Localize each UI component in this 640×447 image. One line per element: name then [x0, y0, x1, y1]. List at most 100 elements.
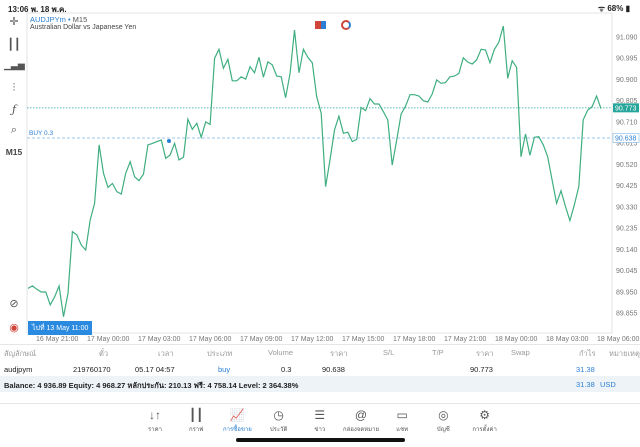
- signal-icon[interactable]: [341, 20, 351, 30]
- y-tick-label: 89.855: [616, 310, 638, 317]
- y-tick-label: 90.615: [616, 141, 638, 148]
- status-battery: ᯤ 68% ▮: [597, 4, 630, 13]
- col-current-price: ราคา: [476, 349, 494, 358]
- total-profit: 31.38: [576, 380, 595, 389]
- x-tick-label: 17 May 12:00: [291, 336, 334, 343]
- col-comment: หมายเหตุ: [609, 349, 640, 358]
- x-tick-label: 17 May 09:00: [240, 336, 283, 343]
- nav-label: ประวัติ: [269, 427, 288, 433]
- chart-icon: ┃┃: [188, 408, 204, 422]
- timeframe-name: M15: [72, 15, 88, 24]
- y-tick-label: 90.805: [616, 98, 638, 105]
- timeframe-button[interactable]: M15: [5, 147, 23, 157]
- x-tick-label: 17 May 03:00: [138, 336, 181, 343]
- nav-label: กราฟ: [188, 427, 204, 433]
- nav-news[interactable]: ☰ ข่าว: [300, 408, 340, 434]
- y-tick-label: 90.045: [616, 268, 638, 275]
- nav-label: ราคา: [148, 427, 162, 433]
- row-profit: 31.38: [576, 365, 595, 374]
- account-summary: Balance: 4 936.89 Equity: 4 968.27 หลักป…: [4, 381, 299, 390]
- objects-icon[interactable]: ⌕: [10, 124, 18, 136]
- y-tick-label: 90.140: [616, 247, 638, 254]
- row-symbol: audjpym: [4, 365, 33, 374]
- nav-account[interactable]: ◎ บัญชี: [423, 408, 463, 434]
- nav-chart[interactable]: ┃┃ กราฟ: [176, 408, 216, 434]
- col-type: ประเภท: [207, 349, 233, 358]
- chart-symbol-header: AUDJPYm • M15: [30, 15, 87, 24]
- nav-divider: [0, 403, 640, 404]
- mailbox-icon: @: [354, 408, 368, 422]
- status-time: 13:06 พ. 18 พ.ค.: [8, 5, 67, 14]
- candlestick-icon[interactable]: ┃┃: [7, 39, 21, 51]
- col-ticket: ตั๋ว: [99, 349, 109, 358]
- function-icon[interactable]: ƒ: [11, 103, 17, 116]
- quotes-icon: ↓↑: [149, 408, 161, 422]
- nav-chat[interactable]: ▭ แชท: [382, 408, 422, 434]
- nav-label: การตั้งค่า: [472, 427, 497, 433]
- col-open-price: ราคา: [330, 349, 348, 358]
- chart-search-icon[interactable]: ⊘: [9, 298, 19, 310]
- x-tick-label: 17 May 06:00: [189, 336, 232, 343]
- row-time: 05.17 04:57: [135, 365, 175, 374]
- col-time: เวลา: [158, 349, 174, 358]
- row-type: buy: [218, 365, 231, 374]
- price-line-series: [27, 25, 602, 317]
- y-tick-label: 91.090: [616, 35, 638, 42]
- nav-label: บัญชี: [436, 427, 450, 433]
- indicators-icon[interactable]: ⫶: [12, 82, 16, 94]
- price-chart[interactable]: 91.090 90.995 90.900 90.805 90.710 90.615 90.5…: [0, 0, 640, 345]
- buy-price-label: 90.638: [615, 136, 637, 143]
- x-tick-label: 17 May 15:00: [342, 336, 385, 343]
- trade-panel-icon[interactable]: ◉: [9, 322, 19, 334]
- col-profit: กำไร: [579, 349, 596, 358]
- row-current-price: 90.773: [470, 365, 493, 374]
- separator: •: [67, 15, 71, 24]
- y-tick-label: 90.995: [616, 56, 638, 63]
- crosshair-icon[interactable]: ✛: [9, 16, 19, 28]
- y-tick-label: 90.520: [616, 162, 638, 169]
- nav-label: การซื้อขาย: [222, 427, 252, 433]
- x-tick-label: 18 May 03:00: [546, 336, 589, 343]
- y-tick-label: 90.425: [616, 183, 638, 190]
- one-click-trading-icon[interactable]: [315, 21, 326, 29]
- bid-price-tag: [613, 103, 639, 113]
- symbol-name: AUDJPYm: [30, 15, 66, 24]
- y-tick-label: 90.330: [616, 204, 638, 211]
- x-tick-label: 17 May 21:00: [444, 336, 487, 343]
- x-tick-label: 18 May 00:00: [495, 336, 538, 343]
- history-icon: ◷: [273, 408, 284, 422]
- col-swap: Swap: [511, 348, 530, 357]
- divider: [0, 344, 640, 345]
- nav-trade[interactable]: 📈 การซื้อขาย: [217, 408, 257, 434]
- home-indicator[interactable]: [236, 438, 405, 442]
- buy-line-label: BUY 0.3: [29, 130, 54, 137]
- nav-mailbox[interactable]: @ กล่องจดหมาย: [341, 408, 381, 434]
- nav-label: แชท: [396, 427, 409, 433]
- y-tick-label: 90.900: [616, 77, 638, 84]
- y-tick-label: 90.710: [616, 119, 638, 126]
- settings-icon: ⚙: [479, 408, 490, 422]
- row-ticket: 219760170: [73, 365, 111, 374]
- status-date: พ. 18 พ.ค.: [30, 5, 67, 14]
- bar-chart-icon[interactable]: ▁▃▅: [4, 60, 25, 70]
- currency: USD: [600, 380, 616, 389]
- chat-icon: ▭: [396, 408, 408, 422]
- x-tick-label: 16 May 21:00: [36, 336, 79, 343]
- trade-icon: 📈: [229, 408, 245, 422]
- y-tick-label: 90.235: [616, 226, 638, 233]
- news-icon: ☰: [314, 408, 326, 422]
- nav-quotes[interactable]: ↓↑ ราคา: [135, 408, 175, 434]
- account-summary-bar: Balance: 4 936.89 Equity: 4 968.27 หลักป…: [0, 376, 640, 392]
- x-tick-label: 18 May 06:00: [597, 336, 640, 343]
- x-tick-label: 17 May 18:00: [393, 336, 436, 343]
- y-tick-label: 89.950: [616, 289, 638, 296]
- col-symbol: สัญลักษณ์: [4, 349, 37, 358]
- account-icon: ◎: [438, 408, 449, 422]
- nav-label: ข่าว: [314, 427, 326, 433]
- nav-history[interactable]: ◷ ประวัติ: [259, 408, 299, 434]
- goto-date-button[interactable]: ไปที่ 13 May 11:00: [28, 321, 93, 335]
- nav-settings[interactable]: ⚙ การตั้งค่า: [465, 408, 505, 434]
- nav-label: กล่องจดหมาย: [342, 427, 380, 433]
- row-volume: 0.3: [281, 365, 292, 374]
- x-tick-label: 17 May 00:00: [87, 336, 130, 343]
